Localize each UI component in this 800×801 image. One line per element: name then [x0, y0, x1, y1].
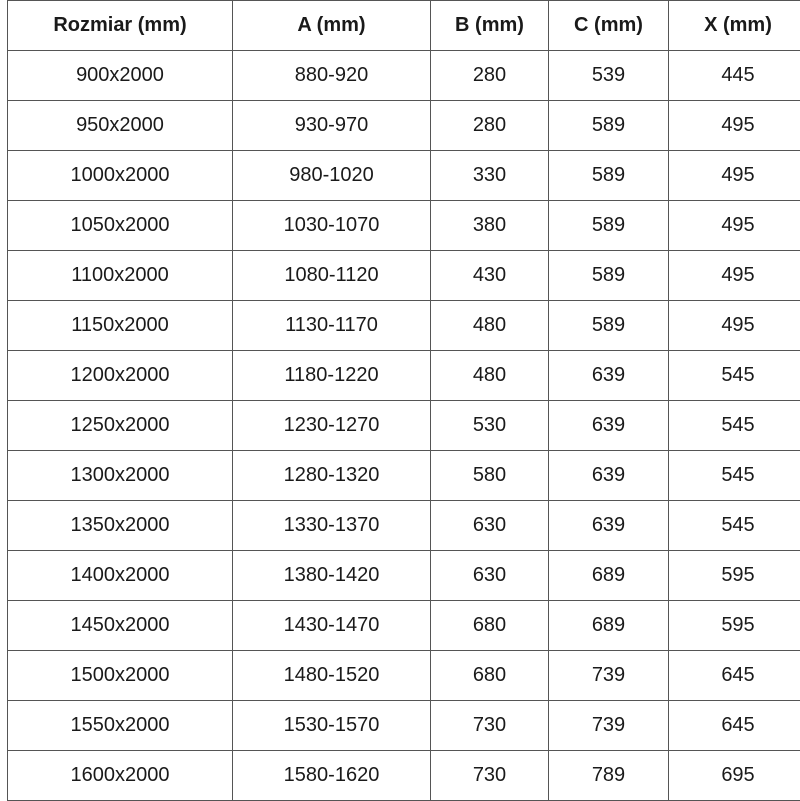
cell-c: 739	[549, 651, 669, 701]
cell-b: 480	[431, 301, 549, 351]
cell-size: 1300x2000	[8, 451, 233, 501]
cell-b: 380	[431, 201, 549, 251]
cell-a: 1530-1570	[233, 701, 431, 751]
cell-x: 595	[669, 551, 800, 601]
cell-b: 730	[431, 701, 549, 751]
cell-x: 545	[669, 351, 800, 401]
cell-c: 639	[549, 451, 669, 501]
cell-c: 589	[549, 201, 669, 251]
cell-b: 430	[431, 251, 549, 301]
cell-a: 1030-1070	[233, 201, 431, 251]
cell-x: 495	[669, 251, 800, 301]
cell-x: 445	[669, 51, 800, 101]
cell-c: 789	[549, 751, 669, 801]
cell-size: 900x2000	[8, 51, 233, 101]
cell-size: 1400x2000	[8, 551, 233, 601]
cell-size: 1250x2000	[8, 401, 233, 451]
cell-c: 689	[549, 551, 669, 601]
cell-size: 1150x2000	[8, 301, 233, 351]
cell-b: 580	[431, 451, 549, 501]
cell-x: 495	[669, 301, 800, 351]
cell-x: 645	[669, 701, 800, 751]
cell-b: 330	[431, 151, 549, 201]
header-size: Rozmiar (mm)	[8, 1, 233, 51]
header-x: X (mm)	[669, 1, 800, 51]
cell-b: 630	[431, 551, 549, 601]
header-a: A (mm)	[233, 1, 431, 51]
cell-x: 645	[669, 651, 800, 701]
header-b: B (mm)	[431, 1, 549, 51]
cell-size: 1450x2000	[8, 601, 233, 651]
cell-a: 1430-1470	[233, 601, 431, 651]
cell-x: 495	[669, 151, 800, 201]
cell-b: 480	[431, 351, 549, 401]
header-c: C (mm)	[549, 1, 669, 51]
cell-a: 980-1020	[233, 151, 431, 201]
cell-c: 589	[549, 301, 669, 351]
cell-a: 930-970	[233, 101, 431, 151]
cell-size: 950x2000	[8, 101, 233, 151]
cell-c: 689	[549, 601, 669, 651]
cell-a: 1580-1620	[233, 751, 431, 801]
cell-a: 1230-1270	[233, 401, 431, 451]
cell-size: 1600x2000	[8, 751, 233, 801]
cell-a: 1330-1370	[233, 501, 431, 551]
cell-a: 1130-1170	[233, 301, 431, 351]
cell-x: 545	[669, 451, 800, 501]
cell-c: 639	[549, 501, 669, 551]
cell-size: 1100x2000	[8, 251, 233, 301]
cell-c: 639	[549, 401, 669, 451]
cell-b: 730	[431, 751, 549, 801]
cell-x: 495	[669, 101, 800, 151]
cell-a: 1280-1320	[233, 451, 431, 501]
cell-c: 589	[549, 101, 669, 151]
cell-size: 1500x2000	[8, 651, 233, 701]
cell-a: 1380-1420	[233, 551, 431, 601]
cell-x: 595	[669, 601, 800, 651]
cell-c: 639	[549, 351, 669, 401]
cell-c: 589	[549, 251, 669, 301]
cell-x: 495	[669, 201, 800, 251]
header-row: Rozmiar (mm) A (mm) B (mm) C (mm) X (mm)	[8, 1, 800, 51]
dimensions-table: Rozmiar (mm) A (mm) B (mm) C (mm) X (mm)…	[7, 0, 800, 801]
cell-size: 1350x2000	[8, 501, 233, 551]
cell-b: 680	[431, 601, 549, 651]
cell-b: 530	[431, 401, 549, 451]
cell-b: 280	[431, 51, 549, 101]
cell-b: 680	[431, 651, 549, 701]
cell-c: 589	[549, 151, 669, 201]
cell-c: 739	[549, 701, 669, 751]
cell-a: 1180-1220	[233, 351, 431, 401]
cell-a: 1480-1520	[233, 651, 431, 701]
cell-size: 1050x2000	[8, 201, 233, 251]
cell-b: 630	[431, 501, 549, 551]
cell-x: 695	[669, 751, 800, 801]
cell-b: 280	[431, 101, 549, 151]
cell-x: 545	[669, 501, 800, 551]
cell-size: 1200x2000	[8, 351, 233, 401]
cell-x: 545	[669, 401, 800, 451]
cell-size: 1000x2000	[8, 151, 233, 201]
cell-c: 539	[549, 51, 669, 101]
cell-a: 880-920	[233, 51, 431, 101]
cell-size: 1550x2000	[8, 701, 233, 751]
cell-a: 1080-1120	[233, 251, 431, 301]
